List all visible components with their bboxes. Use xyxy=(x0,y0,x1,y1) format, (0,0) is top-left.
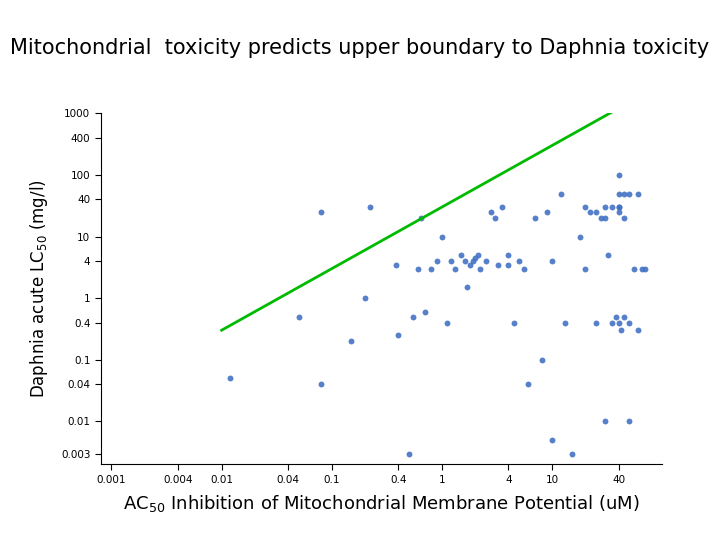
Point xyxy=(599,203,611,212)
Point xyxy=(613,319,624,327)
Point xyxy=(541,208,553,217)
Point xyxy=(636,265,647,273)
Point xyxy=(489,214,500,222)
Point xyxy=(546,436,558,444)
Point xyxy=(441,319,452,327)
Point xyxy=(464,260,476,269)
Point xyxy=(412,265,423,273)
Point xyxy=(403,449,415,458)
Point xyxy=(518,265,529,273)
Point xyxy=(436,232,448,241)
Point xyxy=(618,214,630,222)
Point xyxy=(628,265,639,273)
Point xyxy=(426,265,437,273)
Point xyxy=(485,208,497,217)
Point xyxy=(408,313,419,321)
Point xyxy=(611,313,622,321)
Point xyxy=(480,256,492,265)
Point xyxy=(632,189,644,198)
Point xyxy=(555,189,567,198)
Point xyxy=(415,214,427,222)
Point xyxy=(613,189,624,198)
Point xyxy=(566,449,577,458)
Point xyxy=(467,256,479,265)
Point xyxy=(613,208,624,217)
Point xyxy=(469,254,481,262)
Point xyxy=(293,313,305,321)
Point xyxy=(599,417,611,426)
Point xyxy=(632,326,644,335)
Point xyxy=(315,208,327,217)
Point xyxy=(606,319,618,327)
X-axis label: AC$_{50}$ Inhibition of Mitochondrial Membrane Potential (uM): AC$_{50}$ Inhibition of Mitochondrial Me… xyxy=(123,493,640,514)
Point xyxy=(615,326,626,335)
Point xyxy=(225,374,236,383)
Point xyxy=(559,319,570,327)
Y-axis label: Daphnia acute LC$_{50}$ (mg/l): Daphnia acute LC$_{50}$ (mg/l) xyxy=(28,179,50,399)
Point xyxy=(590,319,602,327)
Point xyxy=(346,337,357,346)
Point xyxy=(431,256,443,265)
Point xyxy=(459,256,470,265)
Point xyxy=(472,251,483,259)
Point xyxy=(613,171,624,179)
Point xyxy=(496,203,508,212)
Point xyxy=(595,214,607,222)
Point xyxy=(492,260,503,269)
Point xyxy=(522,380,534,389)
Point xyxy=(580,203,591,212)
Point xyxy=(602,251,613,259)
Point xyxy=(624,189,635,198)
Text: Mitochondrial  toxicity predicts upper boundary to Daphnia toxicity: Mitochondrial toxicity predicts upper bo… xyxy=(10,38,710,58)
Point xyxy=(536,355,547,364)
Point xyxy=(584,208,595,217)
Point xyxy=(599,214,611,222)
Point xyxy=(390,260,402,269)
Point xyxy=(639,265,651,273)
Point xyxy=(445,256,456,265)
Point xyxy=(359,294,371,302)
Point xyxy=(546,256,558,265)
Point xyxy=(419,307,431,316)
Point xyxy=(449,265,460,273)
Point xyxy=(624,319,635,327)
Point xyxy=(315,380,327,389)
Point xyxy=(624,417,635,426)
Point xyxy=(618,313,630,321)
Point xyxy=(618,189,630,198)
Point xyxy=(575,232,586,241)
Point xyxy=(613,203,624,212)
Point xyxy=(513,256,525,265)
Point xyxy=(474,265,485,273)
Point xyxy=(606,203,618,212)
Point xyxy=(508,319,520,327)
Point xyxy=(613,203,624,212)
Point xyxy=(392,331,404,340)
Point xyxy=(580,265,591,273)
Point xyxy=(590,208,602,217)
Point xyxy=(503,251,514,259)
Point xyxy=(529,214,541,222)
Point xyxy=(462,283,473,292)
Point xyxy=(456,251,467,259)
Point xyxy=(364,203,375,212)
Point xyxy=(503,260,514,269)
